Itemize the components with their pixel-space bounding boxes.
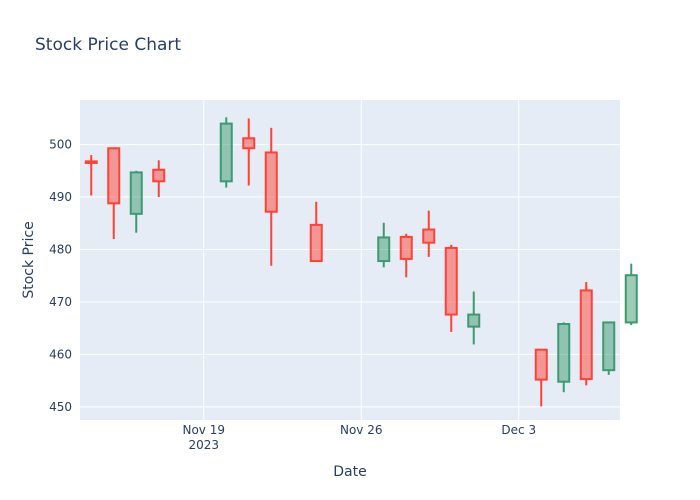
candle [399, 233, 413, 278]
chart-title: Stock Price Chart [35, 35, 181, 55]
candle [579, 282, 593, 386]
candle [557, 322, 571, 393]
candle [602, 321, 616, 375]
candle [242, 118, 256, 186]
y-tick-label: 500 [49, 138, 72, 152]
y-tick-label: 450 [49, 400, 72, 414]
candle [377, 222, 391, 268]
candle-body [399, 235, 413, 260]
candle-body [309, 223, 323, 263]
grid-lines [80, 100, 620, 420]
x-tick-label: Nov 26 [340, 423, 383, 437]
x-axis-title: Date [333, 464, 366, 480]
candle [84, 155, 98, 196]
candle [422, 210, 436, 257]
candle-body [444, 246, 458, 316]
candle [309, 201, 323, 263]
y-tick-label: 480 [49, 243, 72, 257]
candle [107, 147, 121, 240]
candle-body [557, 323, 571, 383]
candle [264, 127, 278, 266]
y-axis-title: Stock Price [21, 221, 37, 298]
x-tick-label: Dec 3 [501, 423, 536, 437]
y-tick-label: 470 [49, 295, 72, 309]
candles [84, 117, 638, 407]
x-tick-sublabel: 2023 [188, 438, 219, 452]
candle-body [242, 137, 256, 150]
candle-body [377, 236, 391, 263]
candle [444, 244, 458, 332]
candle [467, 291, 481, 345]
candle-body [467, 313, 481, 328]
candle-body [219, 122, 233, 183]
candle-body [602, 321, 616, 372]
candle-body [264, 151, 278, 213]
y-tick-label: 490 [49, 190, 72, 204]
candle-body [534, 348, 548, 381]
candle-body [152, 168, 166, 183]
candle [152, 160, 166, 198]
candle [219, 117, 233, 188]
candle-body [579, 289, 593, 381]
candle-body [422, 228, 436, 244]
candle [534, 348, 548, 407]
y-tick-label: 460 [49, 347, 72, 361]
candle-body [107, 147, 121, 205]
candle-body [84, 160, 98, 164]
plot-area [80, 100, 620, 420]
candle-body [129, 171, 143, 215]
candle [129, 170, 143, 233]
candle [624, 263, 638, 326]
x-tick-label: Nov 19 [182, 423, 225, 437]
candle-body [624, 274, 638, 324]
